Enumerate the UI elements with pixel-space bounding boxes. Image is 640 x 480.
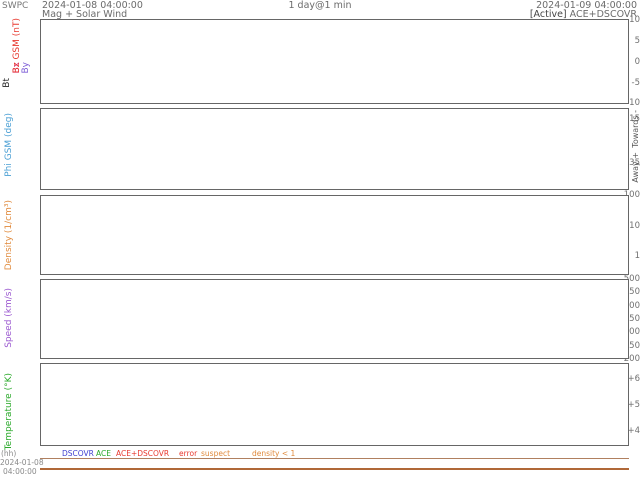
speed-ylabel: Speed (km/s) (4, 288, 14, 348)
density-ytick-1: 10 (629, 221, 640, 231)
xaxis-ticks-bottom (40, 469, 629, 480)
xaxis-start-date: 2024-01-08 (0, 458, 44, 467)
data-source-bar (40, 446, 629, 448)
legend-density-lt1: density < 1 (252, 449, 296, 458)
speed-ytick-1: 450 (623, 287, 640, 297)
active-status-badge: [Active] (529, 9, 567, 20)
legend-ace-dscovr: ACE+DSCOVR (116, 449, 170, 458)
phi-right-label-towards: Towards - (631, 110, 640, 148)
phi-right-label-away: Away + (631, 152, 640, 183)
mag-ylabel-bt: Bt (2, 78, 12, 88)
speed-ytick-2: 400 (623, 301, 640, 311)
phi-ylabel: Phi GSM (deg) (4, 113, 14, 177)
mag-ytick-0: 10 (629, 15, 640, 25)
mag-ylabel-by: By (21, 62, 31, 74)
agency-label: SWPC (2, 1, 29, 11)
xaxis-rule-bottom (40, 468, 629, 470)
mag-ytick-3: -5 (631, 78, 640, 88)
panel-magnetic-field[interactable] (40, 19, 629, 104)
legend-error: error (179, 449, 198, 458)
legend-suspect: suspect (201, 449, 231, 458)
product-title: Mag + Solar Wind (42, 9, 128, 20)
source-status: [Active] ACE+DSCOVR (530, 9, 637, 20)
mag-ytick-1: 5 (634, 36, 640, 46)
panel-temperature[interactable] (40, 363, 629, 446)
xaxis-rule-top (40, 458, 629, 459)
xaxis-unit-label: (hh) (1, 449, 17, 458)
legend-ace: ACE (96, 449, 111, 458)
panel-phi-angle[interactable] (40, 108, 629, 190)
phi-ytick-0: 315 (623, 114, 640, 124)
panel-density[interactable] (40, 195, 629, 275)
temperature-ylabel: Temperature (°K) (4, 373, 14, 451)
mag-ytick-4: -10 (626, 98, 640, 108)
mag-ylabel-bz: Bz GSM (nT) (12, 18, 22, 74)
start-datetime: 2024-01-08 04:00:00 (42, 0, 143, 11)
legend-dscovr: DSCOVR (62, 449, 94, 458)
phi-ytick-1: 135 (623, 158, 640, 168)
mag-ytick-2: 0 (634, 57, 640, 67)
speed-ytick-5: 250 (623, 341, 640, 351)
speed-ytick-6: 200 (623, 354, 640, 364)
density-ytick-0: 100 (623, 190, 640, 200)
speed-ytick-4: 300 (623, 327, 640, 337)
speed-ytick-0: 500 (623, 274, 640, 284)
end-datetime: 2024-01-09 04:00:00 (536, 0, 637, 11)
speed-ytick-3: 350 (623, 314, 640, 324)
legend-strip: DSCOVR ACE ACE+DSCOVR error suspect dens… (40, 449, 629, 458)
spacecraft-sources: ACE+DSCOVR (569, 9, 637, 20)
density-ylabel: Density (1/cm³) (4, 200, 14, 271)
plot-header: SWPC 2024-01-08 04:00:00 Mag + Solar Win… (0, 0, 640, 20)
xaxis-start-time: 04:00:00 (3, 467, 37, 476)
cadence-label: 1 day@1 min (288, 0, 352, 11)
density-ytick-2: 1 (634, 251, 640, 261)
panel-solar-wind-speed[interactable] (40, 279, 629, 359)
